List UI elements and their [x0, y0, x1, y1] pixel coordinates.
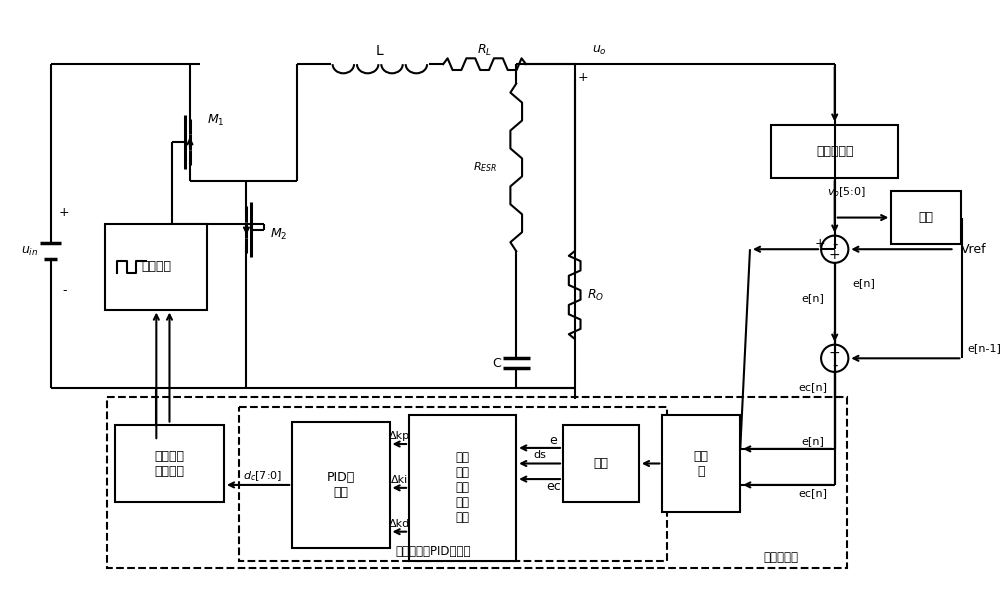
Text: 单输入模糊PID控制器: 单输入模糊PID控制器 [396, 545, 471, 558]
Text: 数字脉宽
调制单元: 数字脉宽 调制单元 [154, 450, 184, 477]
Text: +: + [829, 248, 841, 262]
Bar [891, 191, 961, 244]
Text: $d_c$[7:0]: $d_c$[7:0] [243, 469, 283, 483]
Text: 驱动模块: 驱动模块 [141, 260, 171, 273]
Text: Δki: Δki [391, 475, 408, 485]
Text: $R_{ESR}$: $R_{ESR}$ [473, 160, 497, 174]
Text: e[n]: e[n] [852, 278, 875, 289]
Bar [107, 397, 847, 568]
Text: -: - [832, 237, 837, 252]
Text: C: C [492, 357, 501, 370]
Text: 模糊
化: 模糊 化 [694, 450, 709, 477]
Text: $v_o$[5:0]: $v_o$[5:0] [827, 185, 866, 199]
Text: Vref: Vref [961, 242, 987, 255]
Text: e[n]: e[n] [802, 293, 825, 303]
Text: -: - [832, 358, 837, 373]
Text: $M_1$: $M_1$ [207, 113, 225, 128]
Text: e: e [549, 434, 557, 447]
Text: 数字控制器: 数字控制器 [764, 552, 799, 565]
Text: +: + [577, 71, 588, 84]
Text: 降维: 降维 [593, 457, 608, 470]
Text: ds: ds [533, 450, 546, 460]
Text: $R_L$: $R_L$ [477, 43, 492, 58]
Text: 模数转换器: 模数转换器 [816, 145, 853, 158]
Text: e[n-1]: e[n-1] [967, 343, 1000, 353]
Bar [662, 415, 740, 512]
Text: $u_{in}$: $u_{in}$ [21, 245, 38, 258]
Text: 单输
入模
糊逻
辑控
制器: 单输 入模 糊逻 辑控 制器 [456, 451, 470, 525]
Text: 延迟: 延迟 [919, 211, 934, 224]
Bar [292, 422, 390, 548]
Text: $M_2$: $M_2$ [270, 227, 287, 242]
Text: $u_o$: $u_o$ [592, 44, 606, 57]
Text: $R_O$: $R_O$ [587, 287, 605, 303]
Bar [239, 407, 667, 561]
Text: L: L [376, 44, 384, 57]
Text: -: - [561, 391, 565, 404]
Text: Δkd: Δkd [389, 519, 410, 529]
Text: ec[n]: ec[n] [799, 488, 828, 498]
Text: +: + [829, 346, 841, 360]
Bar [115, 425, 224, 503]
Bar [409, 415, 516, 561]
Text: -: - [62, 284, 67, 297]
Text: Δkp: Δkp [389, 431, 410, 441]
Bar [563, 425, 639, 503]
Text: e[n]: e[n] [802, 436, 825, 446]
Text: ec: ec [546, 480, 561, 493]
Text: +: + [815, 237, 825, 250]
Text: +: + [59, 206, 70, 219]
Text: PID控
制器: PID控 制器 [327, 471, 355, 499]
Text: ec[n]: ec[n] [799, 382, 828, 392]
Bar [105, 224, 207, 310]
Bar [771, 124, 898, 178]
